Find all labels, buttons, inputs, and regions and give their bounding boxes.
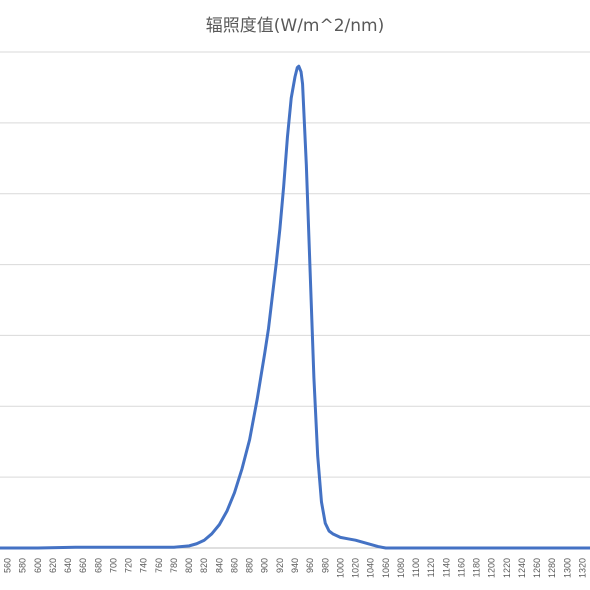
x-tick-label: 760	[154, 558, 164, 573]
x-tick-label: 660	[78, 558, 88, 573]
x-tick-labels: 560 580 600 620 640 660 680 700 720 740 760 780 800 8…	[3, 558, 588, 578]
x-tick-label: 940	[290, 558, 300, 573]
x-tick-label: 900	[260, 558, 270, 573]
x-tick-label: 780	[169, 558, 179, 573]
x-tick-label: 920	[275, 558, 285, 573]
x-tick-label: 880	[245, 558, 255, 573]
x-tick-label: 980	[320, 558, 330, 573]
x-tick-label: 860	[229, 558, 239, 573]
x-tick-label: 1080	[396, 558, 406, 578]
x-tick-label: 640	[63, 558, 73, 573]
gridlines	[0, 51, 590, 478]
x-tick-label: 1020	[351, 558, 361, 578]
x-tick-label: 1300	[562, 558, 572, 578]
x-tick-label: 1180	[472, 558, 482, 577]
x-tick-label: 1120	[426, 558, 436, 577]
x-tick-label: 560	[3, 558, 13, 573]
series-line	[0, 64, 590, 550]
x-tick-label: 1220	[502, 558, 512, 578]
series-layer	[0, 64, 590, 550]
x-tick-label: 1160	[456, 558, 466, 577]
x-tick-label: 720	[124, 558, 134, 573]
x-tick-label: 1260	[532, 558, 542, 578]
x-tick-label: 1320	[577, 558, 587, 578]
x-tick-label: 1240	[517, 558, 527, 578]
chart-title: 辐照度值(W/m^2/nm)	[205, 16, 385, 36]
x-tick-label: 820	[199, 558, 209, 573]
x-tick-label: 620	[48, 558, 58, 573]
x-tick-label: 600	[33, 558, 43, 573]
x-tick-label: 1000	[335, 558, 345, 578]
x-tick-label: 1060	[381, 558, 391, 578]
x-tick-label: 740	[139, 558, 149, 573]
x-tick-label: 1200	[487, 558, 497, 578]
x-tick-label: 960	[305, 558, 315, 573]
x-tick-label: 1140	[441, 558, 451, 577]
x-tick-label: 1280	[547, 558, 557, 578]
x-tick-label: 1100	[411, 558, 421, 577]
x-tick-label: 840	[214, 558, 224, 573]
x-tick-label: 700	[108, 558, 118, 573]
x-tick-label: 800	[184, 558, 194, 573]
x-tick-label: 1040	[366, 558, 376, 578]
x-tick-label: 580	[18, 558, 28, 573]
x-tick-label: 680	[93, 558, 103, 573]
